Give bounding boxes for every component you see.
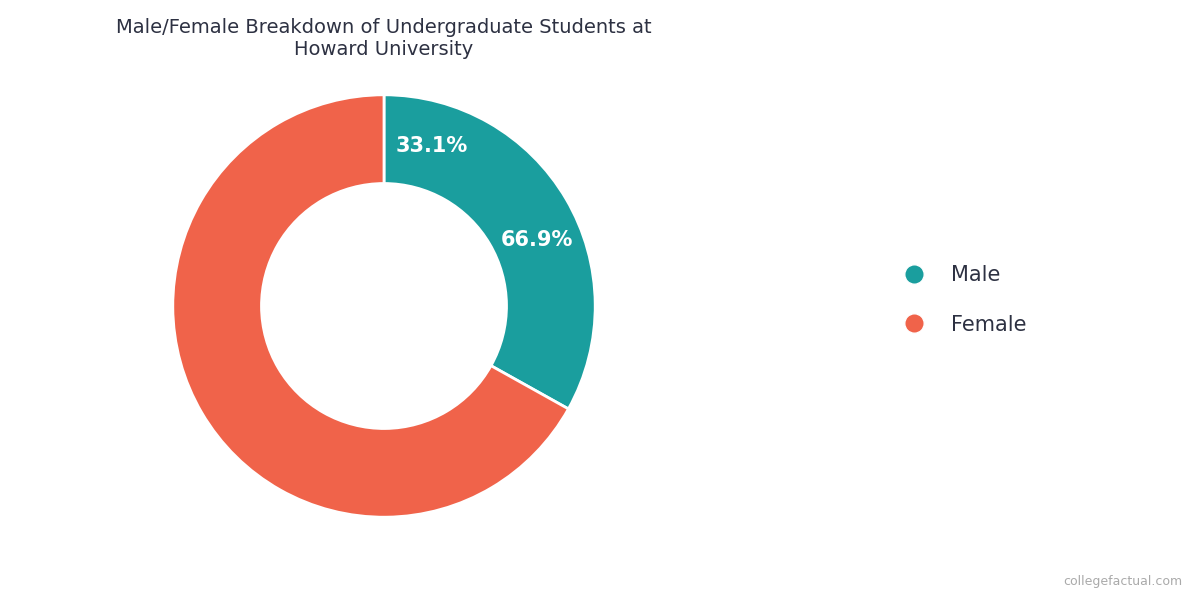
Text: 33.1%: 33.1% [396, 136, 468, 156]
Text: 66.9%: 66.9% [500, 230, 574, 250]
Text: collegefactual.com: collegefactual.com [1063, 575, 1182, 588]
Wedge shape [173, 95, 569, 517]
Text: Male/Female Breakdown of Undergraduate Students at
Howard University: Male/Female Breakdown of Undergraduate S… [116, 18, 652, 59]
Wedge shape [384, 95, 595, 409]
Legend: Male, Female: Male, Female [884, 257, 1036, 343]
